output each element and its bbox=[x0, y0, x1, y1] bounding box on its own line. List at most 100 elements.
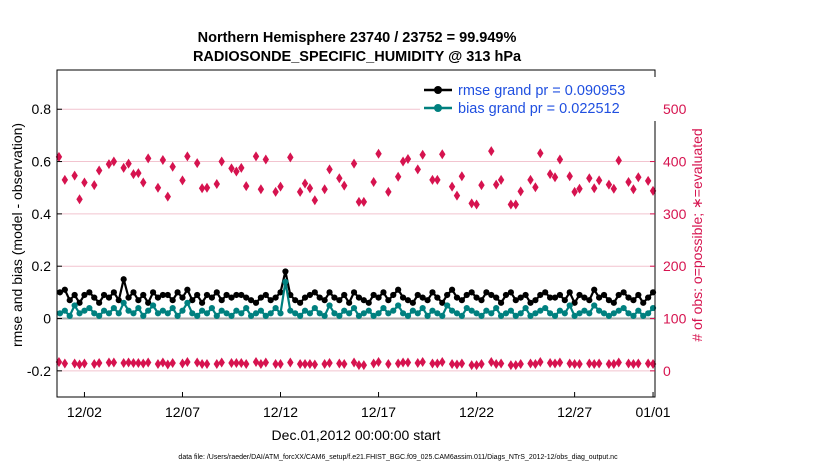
rmse-point bbox=[149, 289, 157, 296]
bias-point bbox=[478, 312, 485, 320]
bias-point bbox=[272, 304, 279, 312]
obs-zero-band-point bbox=[169, 357, 176, 368]
rmse-point bbox=[198, 299, 206, 306]
obs-zero-band-point bbox=[213, 359, 220, 370]
obs-evaluated-point bbox=[458, 171, 466, 182]
obs-zero-band-point bbox=[238, 357, 245, 368]
left-tick-label: 0.4 bbox=[32, 206, 52, 222]
rmse-point bbox=[566, 289, 573, 296]
obs-evaluated-point bbox=[81, 177, 88, 188]
bias-point bbox=[179, 307, 186, 314]
obs-evaluated-point bbox=[434, 174, 441, 185]
bias-point bbox=[71, 302, 78, 309]
bias-point bbox=[497, 312, 505, 320]
bias-point bbox=[365, 307, 372, 314]
obs-zero-band-point bbox=[350, 357, 358, 368]
rmse-point bbox=[282, 268, 289, 275]
rmse-point bbox=[61, 286, 68, 293]
bias-point bbox=[375, 310, 382, 317]
bias-point bbox=[174, 312, 181, 320]
rmse-point bbox=[615, 291, 622, 299]
obs-evaluated-point bbox=[399, 156, 407, 167]
obs-evaluated-point bbox=[296, 186, 304, 197]
bias-point bbox=[507, 307, 514, 314]
right-tick-label: 200 bbox=[663, 258, 687, 274]
y-axis-label-right: # of obs: o=possible; ∗=evaluated bbox=[689, 128, 705, 341]
rmse-point bbox=[301, 294, 309, 301]
x-tick-label: 12/27 bbox=[557, 404, 592, 420]
bias-point bbox=[135, 304, 142, 312]
obs-zero-band-point bbox=[243, 359, 250, 370]
obs-zero-band-point bbox=[198, 359, 206, 370]
bias-point bbox=[120, 299, 127, 306]
obs-evaluated-point bbox=[252, 151, 260, 162]
obs-zero-band-point bbox=[566, 358, 573, 369]
obs-evaluated-point bbox=[537, 148, 544, 159]
rmse-point bbox=[105, 294, 113, 301]
rmse-point bbox=[551, 294, 559, 301]
bias-point bbox=[208, 304, 215, 312]
bias-point bbox=[444, 302, 451, 309]
bias-point bbox=[350, 304, 358, 312]
bias-point bbox=[640, 312, 647, 320]
obs-zero-band-point bbox=[458, 358, 466, 369]
rmse-point bbox=[316, 294, 323, 301]
bias-point bbox=[600, 310, 608, 317]
bias-point bbox=[81, 307, 88, 314]
rmse-point bbox=[556, 291, 564, 299]
bias-point bbox=[395, 302, 402, 309]
bias-point bbox=[252, 310, 260, 317]
rmse-point bbox=[630, 297, 637, 304]
obs-evaluated-point bbox=[488, 146, 495, 157]
obs-zero-band-point bbox=[610, 359, 618, 370]
obs-zero-band-point bbox=[203, 359, 211, 370]
bias-point bbox=[189, 310, 196, 317]
bias-point bbox=[341, 307, 348, 314]
obs-evaluated-point bbox=[625, 176, 632, 187]
obs-evaluated-point bbox=[179, 175, 186, 186]
rmse-point bbox=[458, 297, 465, 304]
bias-point bbox=[149, 302, 157, 309]
obs-zero-band-point bbox=[473, 360, 480, 371]
rmse-point bbox=[586, 297, 593, 304]
obs-evaluated-point bbox=[586, 173, 593, 184]
rmse-point bbox=[463, 291, 470, 299]
obs-evaluated-point bbox=[159, 154, 167, 165]
rmse-point bbox=[399, 294, 407, 301]
right-tick-label: 100 bbox=[663, 311, 687, 327]
bias-point bbox=[96, 312, 103, 320]
obs-zero-band-point bbox=[512, 360, 519, 371]
obs-zero-band-point bbox=[625, 358, 632, 369]
rmse-point bbox=[385, 297, 392, 304]
rmse-point bbox=[596, 294, 603, 301]
bias-point bbox=[228, 312, 235, 320]
obs-evaluated-point bbox=[527, 174, 534, 185]
left-tick-label: 0.6 bbox=[32, 154, 52, 170]
rmse-point bbox=[169, 297, 176, 304]
bias-point bbox=[488, 310, 495, 317]
legend-rmse-label: rmse grand pr = 0.090953 bbox=[458, 83, 625, 99]
bias-point bbox=[399, 310, 407, 317]
rmse-point bbox=[321, 297, 328, 304]
x-tick-label: 12/07 bbox=[165, 404, 200, 420]
obs-zero-band-point bbox=[91, 359, 98, 370]
obs-zero-band-point bbox=[404, 357, 412, 368]
rmse-point bbox=[179, 294, 186, 301]
rmse-point bbox=[600, 291, 608, 299]
obs-zero-band-point bbox=[130, 357, 137, 368]
obs-zero-band-point bbox=[257, 359, 265, 370]
legend-rmse-marker bbox=[434, 86, 442, 94]
obs-evaluated-point bbox=[644, 175, 652, 186]
bias-point bbox=[537, 307, 544, 314]
rmse-point bbox=[620, 289, 627, 296]
bias-point bbox=[233, 307, 240, 314]
bias-point bbox=[556, 307, 564, 314]
obs-evaluated-point bbox=[355, 196, 363, 207]
obs-evaluated-point bbox=[414, 164, 421, 175]
rmse-point bbox=[189, 297, 196, 304]
legend-bias-marker bbox=[434, 104, 442, 112]
x-tick-label: 12/22 bbox=[459, 404, 494, 420]
rmse-point bbox=[218, 297, 225, 304]
bias-point bbox=[512, 312, 519, 320]
bias-point bbox=[581, 307, 588, 314]
